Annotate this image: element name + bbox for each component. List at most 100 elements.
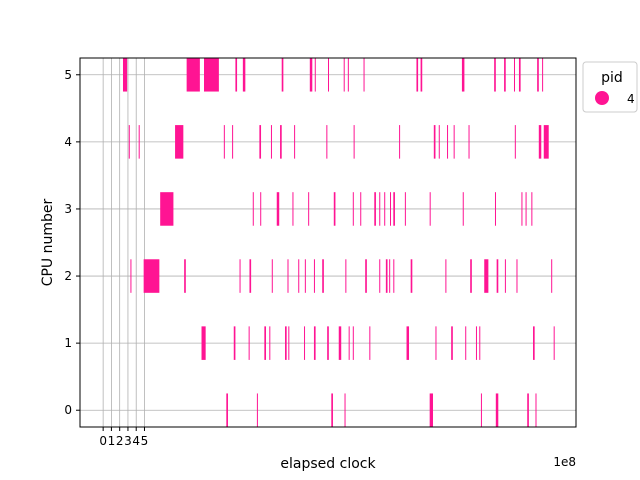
timeline-bar <box>360 192 362 226</box>
timeline-bar <box>447 125 449 159</box>
timeline-bar <box>420 58 423 92</box>
y-tick-label: 1 <box>64 336 72 350</box>
timeline-bar <box>344 393 346 427</box>
timeline-bar <box>314 58 316 92</box>
plot-area-frame <box>79 57 577 428</box>
timeline-bar <box>322 259 324 293</box>
timeline-bar <box>438 125 440 159</box>
timeline-bar <box>309 58 313 92</box>
timeline-bar <box>475 326 477 360</box>
timeline-bar <box>331 393 333 427</box>
timeline-bar <box>542 58 544 92</box>
timeline-bar <box>453 125 455 159</box>
timeline-bar <box>433 125 436 159</box>
timeline-bar <box>514 58 515 92</box>
timeline-bar <box>130 259 132 293</box>
y-axis-ticks: 0 1 2 3 4 5 <box>64 68 80 417</box>
timeline-bar <box>326 125 328 159</box>
x-tick-label: 5 <box>141 434 149 448</box>
timeline-bar <box>260 192 262 226</box>
timeline-bar <box>304 326 306 360</box>
timeline-bar <box>470 259 472 293</box>
timeline-bar <box>276 192 280 226</box>
timeline-bar <box>281 58 284 92</box>
legend: pid 4 <box>582 61 638 113</box>
y-tick-label: 3 <box>64 202 72 216</box>
timeline-bar <box>294 125 296 159</box>
timeline-bar <box>285 326 287 360</box>
timeline-bar <box>242 58 246 92</box>
timeline-bar <box>379 259 381 293</box>
timeline-bar <box>465 326 467 360</box>
timeline-bar <box>252 192 254 226</box>
timeline-bar <box>328 58 329 92</box>
timeline-bar <box>495 393 499 427</box>
timeline-bar <box>404 192 406 226</box>
timeline-bar <box>248 326 250 360</box>
timeline-bar <box>384 192 386 226</box>
timeline-bar <box>514 125 516 159</box>
timeline-bar <box>553 326 555 360</box>
timeline-bar <box>184 259 186 293</box>
timeline-bar <box>518 58 521 92</box>
timeline-bar <box>389 259 391 293</box>
x-tick-label: 0 <box>99 434 107 448</box>
timeline-bar <box>280 125 282 159</box>
timeline-bar <box>223 125 225 159</box>
timeline-bar <box>468 125 470 159</box>
timeline-bar <box>516 259 518 293</box>
timeline-bar <box>484 259 489 293</box>
timeline-bar <box>143 259 160 293</box>
timeline-bar <box>543 125 549 159</box>
timeline-bar <box>527 393 529 427</box>
timeline-bar <box>494 58 496 92</box>
timeline-bar <box>201 326 206 360</box>
timeline-bar <box>233 326 236 360</box>
timeline-bar <box>369 326 371 360</box>
y-tick-label: 2 <box>64 269 72 283</box>
timeline-bar <box>352 326 354 360</box>
timeline-bar <box>416 58 419 92</box>
y-tick-label: 0 <box>64 403 72 417</box>
timeline-bar <box>462 192 464 226</box>
timeline-bar <box>343 58 345 92</box>
timeline-bar <box>249 259 252 293</box>
timeline-bar <box>504 58 506 92</box>
timeline-bar <box>551 259 553 293</box>
timeline-bar <box>264 326 266 360</box>
x-axis-offset-text: 1e8 <box>553 455 576 469</box>
timeline-bar <box>533 326 535 360</box>
timeline-bar <box>504 259 506 293</box>
timeline-bar <box>429 393 433 427</box>
timeline-bar <box>160 192 174 226</box>
timeline-bar <box>204 58 219 92</box>
timeline-bar <box>226 393 228 427</box>
x-tick-label: 2 <box>116 434 124 448</box>
x-tick-label: 4 <box>132 434 140 448</box>
timeline-bar <box>494 192 496 226</box>
timeline-bar <box>138 125 140 159</box>
timeline-bar <box>175 125 184 159</box>
timeline-bar <box>393 259 395 293</box>
timeline-bar <box>235 58 238 92</box>
timeline-bar <box>385 259 388 293</box>
timeline-bar <box>393 192 395 226</box>
timeline-bar <box>345 259 347 293</box>
timeline-bar <box>496 259 499 293</box>
timeline-bar <box>270 125 272 159</box>
y-tick-label: 4 <box>64 135 72 149</box>
timeline-bar <box>122 58 128 92</box>
timeline-bar <box>269 326 271 360</box>
timeline-bar <box>353 125 355 159</box>
timeline-bar <box>313 326 316 360</box>
timeline-bar <box>535 393 537 427</box>
timeline-bar <box>288 326 290 360</box>
timeline-bar <box>186 58 200 92</box>
timeline-bar <box>525 192 527 226</box>
x-tick-label: 1 <box>108 434 116 448</box>
timeline-bar <box>537 58 539 92</box>
timeline-bar <box>128 125 130 159</box>
timeline-bar <box>429 192 431 226</box>
